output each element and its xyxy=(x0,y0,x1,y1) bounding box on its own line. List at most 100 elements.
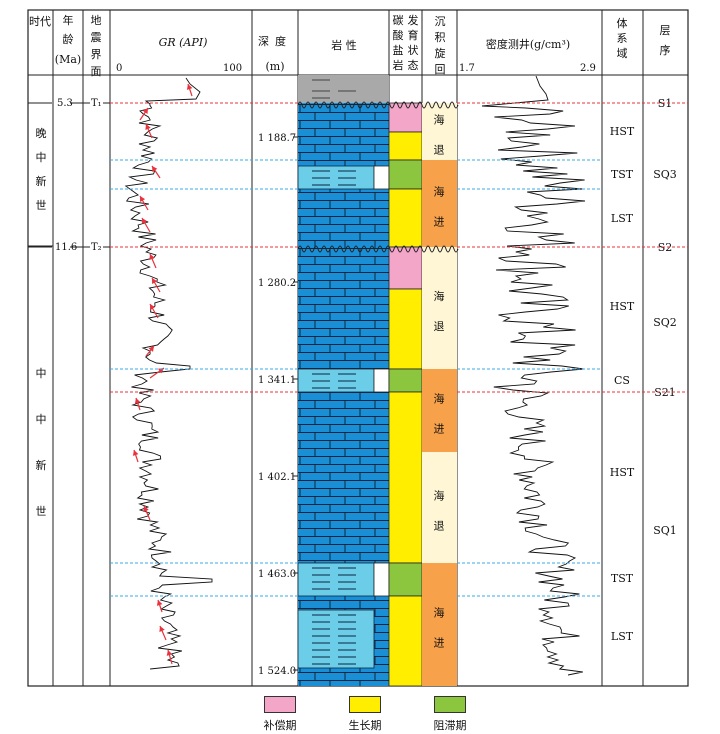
depth-label-2: 1 341.1 xyxy=(258,375,296,386)
system-tract-2: LST xyxy=(611,212,634,225)
era-middle-char-3: 世 xyxy=(36,505,47,518)
marl-gap-2 xyxy=(373,562,390,597)
cycle-char-4-1: 退 xyxy=(434,520,445,533)
seismic-surface-t2: T₂ xyxy=(91,242,102,253)
system-tract-5: HST xyxy=(610,466,635,479)
carbonate-drowning-8 xyxy=(388,562,423,597)
header-age-unit: (Ma) xyxy=(55,53,81,66)
system-tract-column: HST TST LST HST CS HST TST LST xyxy=(610,125,635,643)
system-tract-0: HST xyxy=(610,125,635,138)
gr-arrowhead-0 xyxy=(142,108,148,114)
cycle-char-3-0: 海 xyxy=(434,392,445,406)
carbonate-drowning-2 xyxy=(388,159,423,190)
marl-layers xyxy=(297,79,390,669)
sequence-label-1: SQ2 xyxy=(653,316,677,329)
system-tract-6: TST xyxy=(611,572,634,585)
cycle-header-char-0: 沉 xyxy=(435,15,446,28)
seismic-char-1: 震 xyxy=(91,31,102,44)
era-middle-char-1: 中 xyxy=(36,413,47,426)
cycle-char-0-1: 退 xyxy=(434,144,445,157)
carbonate-drowning-6 xyxy=(388,368,423,393)
era-upper-char-3: 世 xyxy=(36,199,47,212)
limestone-body xyxy=(298,103,389,686)
tract-header-char-0: 体 xyxy=(617,16,628,30)
unconformity-0 xyxy=(297,101,459,109)
cycle-block-3 xyxy=(422,369,457,452)
system-tract-7: LST xyxy=(611,630,634,643)
era-middle-char-2: 新 xyxy=(36,458,47,472)
density-line xyxy=(481,75,586,676)
legend-item-compensation: 补偿期 xyxy=(255,696,305,733)
marl-layer-3 xyxy=(297,609,375,669)
system-tract-3: HST xyxy=(610,300,635,313)
cycle-char-0-0: 海 xyxy=(434,113,445,127)
depth-column: 1 188.7 1 280.2 1 341.1 1 402.1 1 463.0 1 524… xyxy=(258,133,298,677)
gr-arrowhead-2 xyxy=(152,166,158,172)
marl-layer-2 xyxy=(297,562,375,597)
marl-gap-1 xyxy=(373,368,390,393)
cycle-block-2 xyxy=(422,247,457,369)
gr-arrowhead-4 xyxy=(142,218,148,224)
header-age-2: 龄 xyxy=(63,32,74,46)
age-label-2: 11.6 xyxy=(55,242,77,253)
cycle-char-4-0: 海 xyxy=(434,489,445,503)
legend-label-compensation: 补偿期 xyxy=(263,719,297,732)
sequence-label-2: SQ1 xyxy=(653,524,677,537)
era-upper-char-1: 中 xyxy=(36,151,47,164)
marl-layer-1 xyxy=(297,368,375,393)
cap-dash-0 xyxy=(312,79,356,92)
cycle-char-2-1: 退 xyxy=(434,320,445,333)
depth-label-4: 1 463.0 xyxy=(258,569,296,580)
gr-arrowhead-7 xyxy=(150,304,156,310)
sequence-label-0: SQ3 xyxy=(653,168,677,181)
gr-scale-min: 0 xyxy=(116,63,122,74)
legend-item-growth: 生长期 xyxy=(340,696,390,733)
header-era: 时代 xyxy=(29,15,51,28)
gr-log-curve xyxy=(124,77,213,670)
carb-char-a-3: 岩 xyxy=(393,58,404,72)
header-depth: 深度 xyxy=(258,34,292,48)
gr-scale-max: 100 xyxy=(223,63,242,74)
carb-char-b-2: 状 xyxy=(408,43,419,57)
era-middle-char-0: 中 xyxy=(36,367,47,380)
carb-char-b-0: 发 xyxy=(408,13,419,27)
carbonate-growth-9 xyxy=(388,595,423,687)
cycle-header-char-1: 积 xyxy=(435,31,446,44)
tract-header-char-1: 系 xyxy=(617,32,628,45)
cycle-block-4 xyxy=(422,452,457,563)
drowning-swatch xyxy=(434,696,466,713)
header-lithology: 岩 性 xyxy=(331,38,357,52)
gr-line xyxy=(124,77,213,670)
gr-arrowhead-11 xyxy=(132,450,139,456)
carb-char-b-1: 育 xyxy=(408,28,419,42)
era-upper-char-0: 晚 xyxy=(36,127,47,140)
compensation-swatch xyxy=(264,696,296,713)
carbonate-growth-7 xyxy=(388,391,423,564)
carb-char-b-3: 态 xyxy=(408,59,419,72)
gr-arrowhead-10 xyxy=(134,398,141,404)
tract-header-char-2: 域 xyxy=(617,47,628,60)
gr-arrowhead-8 xyxy=(148,346,154,352)
gr-arrowhead-6 xyxy=(152,278,158,284)
header-system-tract: 体系域 xyxy=(617,16,628,60)
lithology-column xyxy=(297,75,390,686)
cycle-char-5-1: 进 xyxy=(434,637,445,650)
cycle-block-5 xyxy=(422,563,457,686)
cycle-char-2-0: 海 xyxy=(434,289,445,303)
legend: 补偿期 生长期 阻滞期 xyxy=(255,696,515,732)
cycle-char-3-1: 进 xyxy=(434,423,445,436)
carbonate-growth-3 xyxy=(388,188,423,248)
depth-label-5: 1 524.0 xyxy=(258,666,296,677)
gr-arrowhead-14 xyxy=(159,626,165,632)
legend-label-growth: 生长期 xyxy=(348,719,382,732)
gr-arrowhead-16 xyxy=(186,84,193,90)
seismic-char-2: 界 xyxy=(91,48,102,61)
carbonate-state-column xyxy=(388,102,423,687)
era-upper-char-2: 新 xyxy=(36,174,47,188)
